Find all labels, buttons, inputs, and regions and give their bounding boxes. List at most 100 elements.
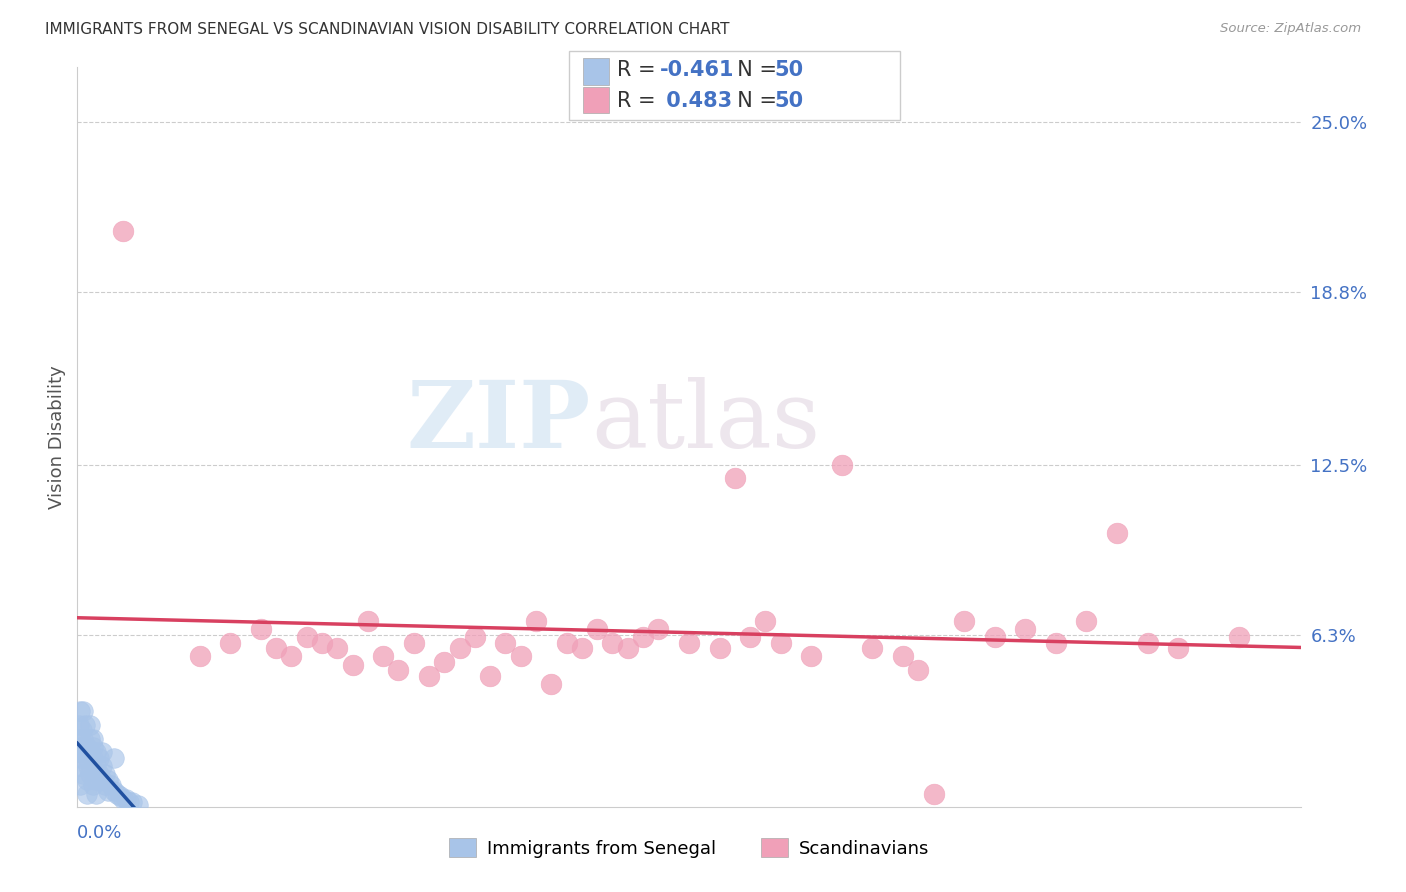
Point xyxy=(709,641,731,656)
Point xyxy=(250,622,273,636)
Point xyxy=(295,630,318,644)
Point xyxy=(76,787,98,801)
Point xyxy=(433,655,456,669)
Point xyxy=(280,649,302,664)
Point xyxy=(264,641,287,656)
Point xyxy=(67,746,90,760)
Point xyxy=(76,751,98,765)
Point xyxy=(69,731,91,746)
Point xyxy=(103,784,125,798)
Point xyxy=(219,636,242,650)
Point xyxy=(90,759,112,773)
Point xyxy=(94,778,117,792)
Point xyxy=(94,767,117,781)
Point xyxy=(70,751,93,765)
Text: -0.461: -0.461 xyxy=(659,61,734,80)
Point xyxy=(82,739,104,754)
Text: atlas: atlas xyxy=(591,377,820,467)
Point xyxy=(72,731,94,746)
Point xyxy=(495,636,517,650)
Point xyxy=(112,792,135,806)
Point xyxy=(571,641,593,656)
Legend: Immigrants from Senegal, Scandinavians: Immigrants from Senegal, Scandinavians xyxy=(441,831,936,865)
Point xyxy=(121,795,143,809)
Point xyxy=(76,739,98,754)
Text: 0.483: 0.483 xyxy=(659,91,733,111)
Point xyxy=(70,723,93,738)
Point xyxy=(617,641,640,656)
Point xyxy=(79,746,101,760)
Point xyxy=(76,772,98,787)
Point xyxy=(69,759,91,773)
Point xyxy=(602,636,624,650)
Point xyxy=(97,772,120,787)
Point xyxy=(555,636,578,650)
Point xyxy=(79,767,101,781)
Point xyxy=(1107,526,1129,541)
Point xyxy=(311,636,333,650)
Point xyxy=(90,746,112,760)
Point xyxy=(1076,614,1098,628)
Point xyxy=(108,789,131,804)
Point xyxy=(72,767,94,781)
Point xyxy=(800,649,823,664)
Point xyxy=(79,718,101,732)
Point xyxy=(754,614,776,628)
Point xyxy=(87,751,110,765)
Point xyxy=(82,731,104,746)
Point xyxy=(112,224,135,238)
Point xyxy=(984,630,1007,644)
Point xyxy=(127,797,149,812)
Point xyxy=(907,663,929,677)
Point xyxy=(84,772,107,787)
Point xyxy=(891,649,914,664)
Text: N =: N = xyxy=(724,91,783,111)
Point xyxy=(84,746,107,760)
Point xyxy=(69,704,91,718)
Point xyxy=(115,792,138,806)
Point xyxy=(342,657,364,672)
Point xyxy=(67,718,90,732)
Point xyxy=(387,663,409,677)
Text: Source: ZipAtlas.com: Source: ZipAtlas.com xyxy=(1220,22,1361,36)
Point xyxy=(82,778,104,792)
Point xyxy=(100,778,122,792)
Point xyxy=(740,630,762,644)
Point xyxy=(524,614,547,628)
Point xyxy=(97,784,120,798)
Point xyxy=(540,677,562,691)
Text: ZIP: ZIP xyxy=(406,377,591,467)
Point xyxy=(73,718,96,732)
Point xyxy=(418,668,440,682)
Point xyxy=(647,622,669,636)
Point xyxy=(586,622,609,636)
Point xyxy=(357,614,380,628)
Point xyxy=(72,746,94,760)
Point xyxy=(402,636,425,650)
Point xyxy=(77,759,100,773)
Point xyxy=(326,641,349,656)
Point xyxy=(87,767,110,781)
Point xyxy=(69,739,91,754)
Point xyxy=(105,787,128,801)
Point xyxy=(464,630,486,644)
Point xyxy=(724,471,747,485)
Point xyxy=(479,668,502,682)
Text: R =: R = xyxy=(617,61,662,80)
Point xyxy=(922,787,945,801)
Point xyxy=(769,636,792,650)
Point xyxy=(678,636,700,650)
Point xyxy=(831,458,853,472)
Point xyxy=(72,704,94,718)
Point xyxy=(862,641,884,656)
Point xyxy=(84,759,107,773)
Point xyxy=(188,649,211,664)
Point xyxy=(90,772,112,787)
Point xyxy=(1136,636,1159,650)
Point xyxy=(103,751,125,765)
Text: N =: N = xyxy=(724,61,783,80)
Point xyxy=(69,778,91,792)
Point xyxy=(953,614,976,628)
Point xyxy=(82,751,104,765)
Text: IMMIGRANTS FROM SENEGAL VS SCANDINAVIAN VISION DISABILITY CORRELATION CHART: IMMIGRANTS FROM SENEGAL VS SCANDINAVIAN … xyxy=(45,22,730,37)
